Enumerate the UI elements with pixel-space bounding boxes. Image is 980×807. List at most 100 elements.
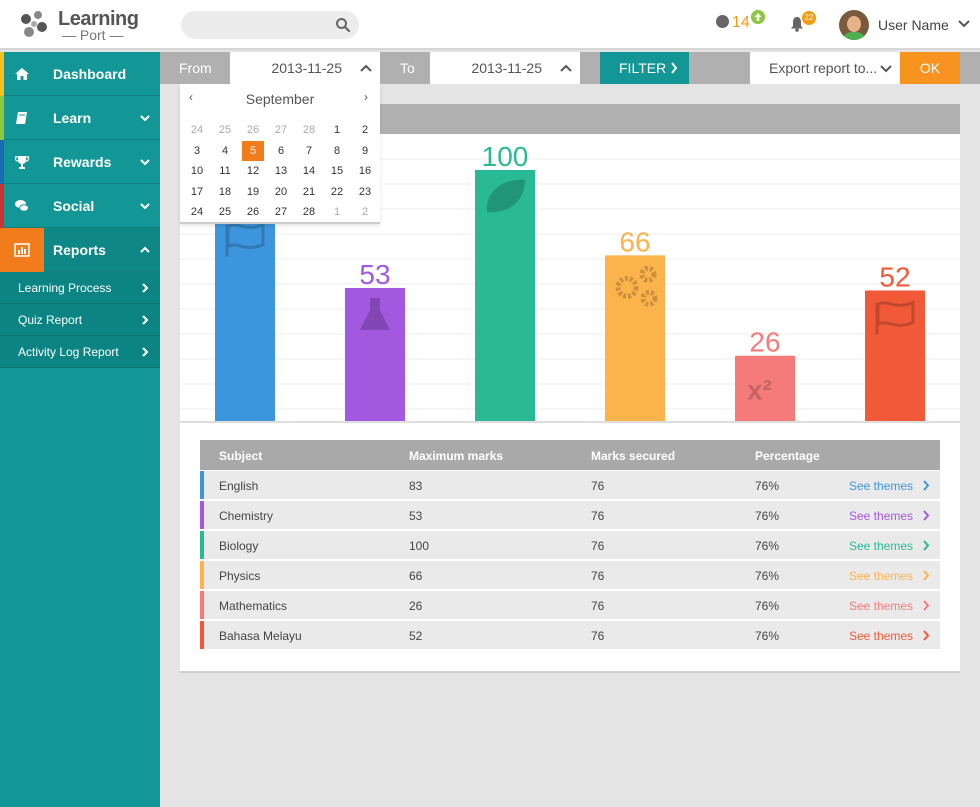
see-themes-link[interactable]: See themes — [849, 479, 914, 493]
chevron-right-icon[interactable] — [922, 570, 930, 581]
calendar-day[interactable]: 21 — [302, 185, 316, 198]
chart-svg: 83531006626x²52 — [180, 141, 960, 421]
sidebar-subitem-quiz-report[interactable]: Quiz Report — [0, 304, 160, 336]
export-select[interactable]: Export report to... — [750, 52, 900, 84]
calendar-day[interactable]: 10 — [190, 165, 204, 177]
chevron-right-icon — [142, 347, 149, 357]
cell-secured: 76 — [591, 599, 605, 613]
sidebar-item-dashboard[interactable]: Dashboard — [0, 52, 160, 96]
globe-icon — [716, 15, 729, 28]
filter-bar: From 2013-11-25 To 2013-11-25 FILTER Exp… — [160, 52, 980, 84]
calendar-day[interactable]: 24 — [190, 206, 204, 218]
bar-english[interactable] — [215, 212, 275, 421]
chevron-right-icon[interactable] — [922, 480, 930, 491]
cell-subject: Mathematics — [219, 599, 288, 613]
user-name[interactable]: User Name — [878, 17, 949, 33]
learning-port-logo[interactable]: Learning — Port — — [18, 8, 148, 44]
calendar-day[interactable]: 13 — [274, 165, 288, 177]
see-themes-link[interactable]: See themes — [849, 569, 914, 583]
calendar-day[interactable]: 8 — [333, 144, 341, 157]
chevron-right-icon[interactable] — [922, 600, 930, 611]
points-indicator[interactable]: 14 — [716, 10, 765, 32]
row-color-marker — [200, 531, 204, 559]
bar-mathematics[interactable] — [735, 355, 795, 421]
calendar-day[interactable]: 27 — [274, 206, 288, 218]
see-themes-link[interactable]: See themes — [849, 509, 914, 523]
calendar-day[interactable]: 26 — [246, 124, 260, 136]
calendar-day[interactable]: 16 — [358, 165, 372, 177]
calendar-day[interactable]: 22 — [330, 185, 344, 198]
chevron-right-icon[interactable] — [922, 510, 930, 521]
chevron-right-icon[interactable] — [922, 540, 930, 551]
calendar-next-button[interactable]: › — [364, 90, 368, 104]
calendar-day[interactable]: 24 — [190, 124, 204, 136]
from-date-field[interactable]: 2013-11-25 — [230, 52, 380, 84]
calendar-day[interactable]: 1 — [333, 206, 341, 218]
avatar[interactable] — [839, 10, 869, 40]
sidebar-item-label: Reports — [53, 242, 106, 258]
calendar-day[interactable]: 28 — [302, 124, 316, 136]
sidebar-subitem-label: Quiz Report — [18, 313, 83, 327]
see-themes-link[interactable]: See themes — [849, 629, 914, 643]
see-themes-link[interactable]: See themes — [849, 539, 914, 553]
calendar-day[interactable]: 12 — [246, 165, 260, 177]
see-themes-link[interactable]: See themes — [849, 599, 914, 613]
sidebar-subitem-learning-process[interactable]: Learning Process — [0, 272, 160, 304]
bar-value-label: 53 — [359, 259, 390, 290]
calendar-day[interactable]: 1 — [333, 124, 341, 136]
bar-chemistry[interactable] — [345, 287, 405, 421]
search-input[interactable] — [181, 11, 359, 39]
avatar-face — [847, 16, 861, 32]
calendar-day[interactable]: 2 — [361, 124, 369, 136]
calendar-day[interactable]: 15 — [330, 165, 344, 177]
cell-secured: 76 — [591, 539, 605, 553]
chevron-up-icon[interactable] — [360, 63, 372, 73]
header-marks-secured: Marks secured — [591, 449, 676, 463]
row-color-marker — [200, 561, 204, 589]
calendar-day[interactable]: 14 — [302, 165, 316, 177]
ok-button[interactable]: OK — [900, 52, 960, 84]
filter-button-label: FILTER — [619, 60, 667, 76]
chevron-right-icon[interactable] — [922, 630, 930, 641]
calendar-day[interactable]: 27 — [274, 124, 288, 136]
arrow-up-icon — [751, 10, 765, 24]
calendar-prev-button[interactable]: ‹ — [189, 90, 193, 104]
calendar-day-selected[interactable]: 5 — [242, 140, 264, 161]
calendar-day[interactable]: 3 — [193, 144, 201, 157]
calendar-day[interactable]: 7 — [305, 144, 313, 157]
calendar-day[interactable]: 28 — [302, 206, 316, 218]
bar-physics[interactable] — [605, 255, 665, 421]
filter-button[interactable]: FILTER — [600, 52, 689, 84]
search-icon[interactable] — [335, 17, 351, 33]
header-subject: Subject — [219, 449, 263, 463]
calendar-day[interactable]: 17 — [190, 185, 204, 198]
calendar-day[interactable]: 9 — [361, 144, 369, 157]
calendar-day[interactable]: 19 — [246, 185, 260, 198]
cell-max: 83 — [409, 479, 423, 493]
calendar-day[interactable]: 25 — [218, 124, 232, 136]
bar-biology[interactable] — [475, 170, 535, 421]
chevron-down-icon — [140, 115, 150, 122]
chevron-up-icon[interactable] — [560, 63, 572, 73]
calendar-day[interactable]: 26 — [246, 206, 260, 218]
calendar-day[interactable]: 6 — [277, 144, 285, 157]
to-date-field[interactable]: 2013-11-25 — [430, 52, 580, 84]
sidebar-item-learn[interactable]: Learn — [0, 96, 160, 140]
row-color-marker — [200, 501, 204, 529]
bar-bahasa-melayu[interactable] — [865, 290, 925, 421]
bar-value-label: 52 — [879, 261, 910, 292]
sidebar-item-reports[interactable]: Reports — [0, 228, 160, 272]
calendar-day[interactable]: 4 — [221, 144, 229, 157]
bell-icon[interactable] — [790, 16, 804, 32]
calendar-day[interactable]: 18 — [218, 185, 232, 198]
chevron-down-icon[interactable] — [958, 19, 970, 29]
calendar-day[interactable]: 2 — [361, 206, 369, 218]
calendar-day[interactable]: 23 — [358, 185, 372, 198]
to-label: To — [400, 60, 415, 76]
calendar-day[interactable]: 11 — [219, 165, 231, 177]
sidebar-item-social[interactable]: Social — [0, 184, 160, 228]
calendar-day[interactable]: 25 — [218, 206, 232, 218]
sidebar-item-rewards[interactable]: Rewards — [0, 140, 160, 184]
calendar-day[interactable]: 20 — [274, 185, 288, 198]
sidebar-subitem-activity-log-report[interactable]: Activity Log Report — [0, 336, 160, 368]
